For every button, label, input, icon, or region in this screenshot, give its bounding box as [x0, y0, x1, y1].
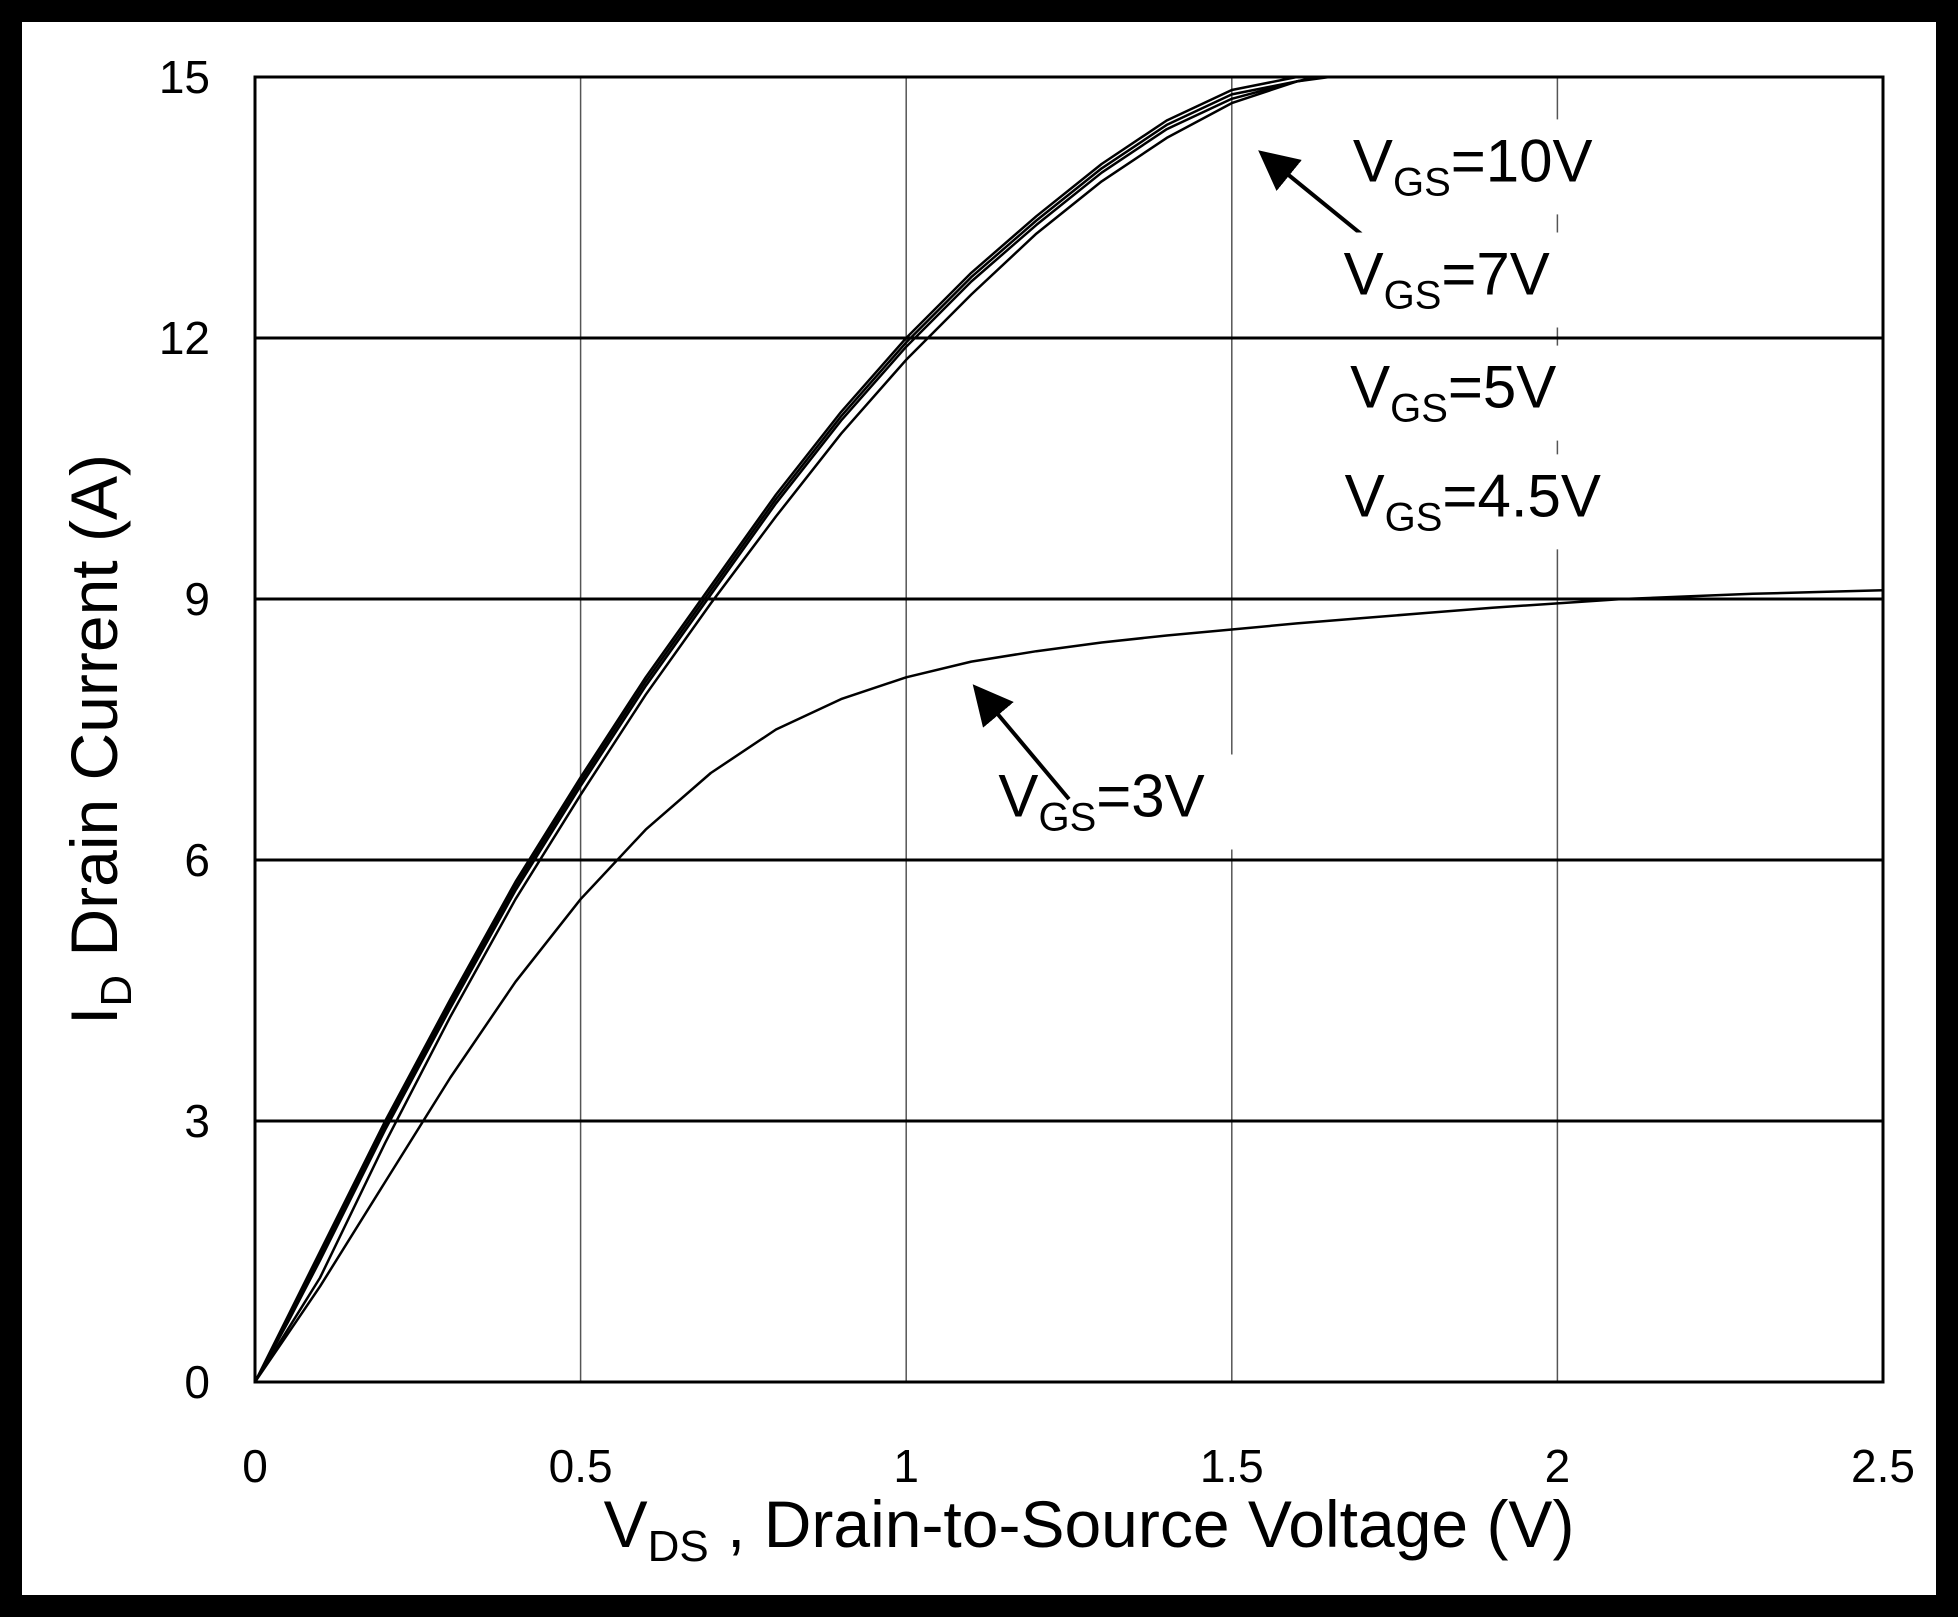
annotation-label: VGS=5V — [1350, 354, 1556, 431]
grid — [255, 77, 1883, 1382]
x-axis-label: VDS , Drain-to-Source Voltage (V) — [604, 1487, 1575, 1571]
series-lines — [255, 77, 1883, 1382]
annotation-arrow — [972, 684, 1071, 801]
annotation-background — [1332, 454, 1613, 550]
plot-area-border — [253, 75, 1885, 1384]
series-line-vgs5v — [255, 77, 1317, 1382]
annotations: VGS=10V VGS=7V VGS=5V VGS=4.5V VGS=3V — [961, 119, 1613, 850]
y-tick-label: 0 — [184, 1356, 210, 1408]
annotation-background — [1313, 345, 1594, 441]
tick-labels: 0 0.5 1 1.5 2 2.5 0 3 6 9 12 15 — [159, 51, 1915, 1492]
annotation-background — [1306, 232, 1587, 328]
annotation-label: VGS=7V — [1344, 241, 1550, 318]
series-line-vgs4.5v — [255, 77, 1330, 1382]
y-tick-label: 15 — [159, 51, 210, 103]
annotation-background — [961, 754, 1242, 850]
x-tick-label: 1.5 — [1200, 1440, 1264, 1492]
x-tick-label: 1 — [893, 1440, 919, 1492]
series-line-vgs3v — [255, 589, 1883, 1382]
y-tick-label: 3 — [184, 1095, 210, 1147]
x-tick-label: 2 — [1545, 1440, 1571, 1492]
series-line-vgs7v — [255, 77, 1324, 1382]
annotation-label: VGS=10V — [1353, 127, 1593, 204]
x-tick-label: 2.5 — [1851, 1440, 1915, 1492]
y-tick-label: 6 — [184, 834, 210, 886]
y-tick-label: 12 — [159, 312, 210, 364]
series-line-vgs10v — [255, 77, 1330, 1382]
y-tick-label: 9 — [184, 573, 210, 625]
annotation-label: VGS=3V — [998, 763, 1204, 840]
annotation-label: VGS=4.5V — [1345, 462, 1601, 539]
drain-current-chart: 0 0.5 1 1.5 2 2.5 0 3 6 9 12 15 VGS=10V VGS=7V VGS=5V… — [57, 51, 1915, 1571]
x-tick-label: 0.5 — [549, 1440, 613, 1492]
y-axis-label: ID Drain Current (A) — [57, 454, 141, 1025]
chart-panel: 0 0.5 1 1.5 2 2.5 0 3 6 9 12 15 VGS=10V VGS=7V VGS=5V… — [22, 22, 1936, 1595]
x-tick-label: 0 — [242, 1440, 268, 1492]
annotation-background — [1332, 119, 1613, 215]
